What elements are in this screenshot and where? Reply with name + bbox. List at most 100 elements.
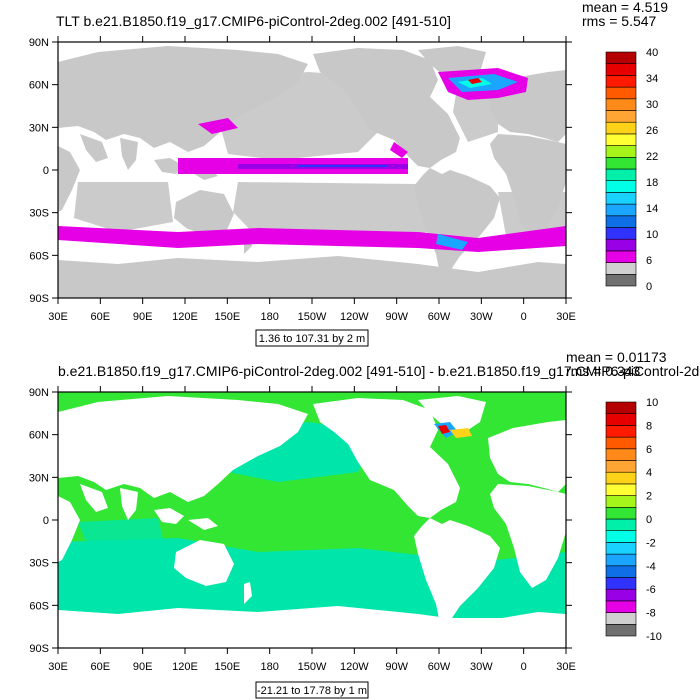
map-top-lat-axis: 90N 60N 30N 0 30S 60S 90S xyxy=(29,37,572,305)
colorbar-swatch xyxy=(605,215,637,228)
lat-tick-label: 30S xyxy=(29,208,49,220)
map-bottom-lon-axis: 30E 60E 90E 120E 150E 180 150W 120W 90W 60W 30W 0 30… xyxy=(48,386,576,673)
colorbar-label: 4 xyxy=(646,467,652,479)
lat-tick-label: 90S xyxy=(29,643,49,655)
colorbar-swatch xyxy=(605,180,637,193)
colorbar-label: 10 xyxy=(646,397,658,409)
panel-top-mean: mean = 4.519 xyxy=(582,0,668,15)
colorbar-label: -6 xyxy=(646,584,656,596)
colorbar-label: 40 xyxy=(646,47,658,59)
lon-tick-label: 30W xyxy=(470,311,493,323)
colorbar-swatch xyxy=(605,542,637,555)
map-top-southern-band xyxy=(58,226,566,252)
lon-tick-label: 150E xyxy=(214,661,240,673)
lon-tick-label: 120W xyxy=(340,661,369,673)
lon-tick-label: 60E xyxy=(91,661,111,673)
lon-tick-label: 120W xyxy=(340,311,369,323)
colorbar-swatch xyxy=(605,565,637,578)
map-top-natl-red xyxy=(468,78,482,84)
colorbar-swatch xyxy=(605,425,637,438)
lon-tick-label: 60E xyxy=(91,311,111,323)
lon-tick-label: 120E xyxy=(172,661,198,673)
map-top-drake-passage xyxy=(436,234,468,250)
colorbar-swatch xyxy=(605,203,637,217)
colorbar-swatch xyxy=(605,460,637,473)
colorbar-swatch xyxy=(605,506,637,520)
colorbar-swatch xyxy=(605,75,637,88)
colorbar-swatch xyxy=(605,623,637,637)
lon-tick-label: 60W xyxy=(428,661,451,673)
lat-tick-label: 60N xyxy=(29,430,49,442)
lat-tick-label: 30N xyxy=(29,122,49,134)
colorbar-label: 22 xyxy=(646,151,658,163)
colorbar-label: 26 xyxy=(646,125,658,137)
map-bottom-ocean-teal-indian xyxy=(78,518,168,572)
colorbar-swatch xyxy=(605,518,637,531)
colorbar-swatch xyxy=(605,192,637,205)
map-bottom xyxy=(57,391,567,649)
colorbar-swatch xyxy=(605,600,637,613)
colorbar-label: 10 xyxy=(646,229,658,241)
map-bottom-natl-red xyxy=(438,425,450,434)
colorbar-swatch xyxy=(605,51,637,64)
map-top-peru-coast xyxy=(390,142,408,158)
colorbar-swatch xyxy=(605,413,637,426)
colorbar-label: 2 xyxy=(646,491,652,503)
map-bottom-natl-yellow xyxy=(450,428,472,438)
map-top-range-text: 1.36 to 107.31 by 2 m xyxy=(259,333,365,345)
map-bottom-range-box: -21.21 to 17.78 by 1 m xyxy=(255,681,369,699)
lat-tick-label: 30S xyxy=(29,558,49,570)
lat-tick-label: 30N xyxy=(29,472,49,484)
colorbar-swatch xyxy=(605,588,637,602)
colorbar-swatch xyxy=(605,157,637,170)
colorbar-swatch xyxy=(605,86,637,100)
colorbar-swatch xyxy=(605,553,637,567)
lon-tick-label: 30E xyxy=(556,311,576,323)
colorbar-label: -8 xyxy=(646,608,656,620)
lat-tick-label: 90N xyxy=(29,387,49,399)
colorbar-swatch xyxy=(605,63,637,76)
lon-tick-label: 30W xyxy=(470,661,493,673)
lon-tick-label: 90W xyxy=(385,661,408,673)
lon-tick-label: 150W xyxy=(298,311,327,323)
colorbar-swatch xyxy=(605,577,637,590)
map-top-gray-pacific-north xyxy=(208,72,398,160)
map-top xyxy=(57,41,567,299)
map-top-kuroshio xyxy=(198,118,238,134)
lat-tick-label: 0 xyxy=(43,515,49,527)
colorbar-label: 6 xyxy=(646,255,652,267)
lon-tick-label: 0 xyxy=(521,661,527,673)
map-top-range-box: 1.36 to 107.31 by 2 m xyxy=(255,329,369,347)
map-top-lon-axis: 30E 60E 90E 120E 150E 180 150W 120W 90W 60W 30W 0 30… xyxy=(48,36,576,323)
colorbar-swatch xyxy=(605,436,637,450)
colorbar-swatch xyxy=(605,121,637,135)
colorbar-swatch xyxy=(605,530,637,543)
lon-tick-label: 90W xyxy=(385,311,408,323)
colorbar-swatch xyxy=(605,250,637,263)
lat-tick-label: 60N xyxy=(29,80,49,92)
colorbar-swatch xyxy=(605,110,637,123)
lon-tick-label: 120E xyxy=(172,311,198,323)
colorbar-swatch xyxy=(605,401,637,414)
colorbar-label: 18 xyxy=(646,177,658,189)
panel-top-rms: rms = 5.547 xyxy=(582,13,657,29)
colorbar-label: 0 xyxy=(646,281,652,293)
colorbar-swatch xyxy=(605,145,637,158)
panel-top-title: TLT b.e21.B1850.f19_g17.CMIP6-piControl-… xyxy=(56,13,451,29)
colorbar-label: -10 xyxy=(646,631,662,643)
map-bottom-lat-axis: 90N 60N 30N 0 30S 60S 90S xyxy=(29,387,572,655)
colorbar-label: 0 xyxy=(646,514,652,526)
colorbar-swatch xyxy=(605,495,637,508)
panel-bottom-mean: mean = 0.01173 xyxy=(566,349,667,365)
lat-tick-label: 90S xyxy=(29,293,49,305)
colorbar-label: -2 xyxy=(646,537,656,549)
colorbar-label: -4 xyxy=(646,561,656,573)
panel-top: TLT b.e21.B1850.f19_g17.CMIP6-piControl-… xyxy=(29,0,668,347)
colorbar-swatch xyxy=(605,273,637,287)
colorbar-swatch xyxy=(605,133,637,146)
lon-tick-label: 180 xyxy=(260,311,278,323)
map-top-gray-pacific-south xyxy=(233,182,428,242)
colorbar-swatch xyxy=(605,98,637,111)
colorbar-swatch xyxy=(605,483,637,496)
